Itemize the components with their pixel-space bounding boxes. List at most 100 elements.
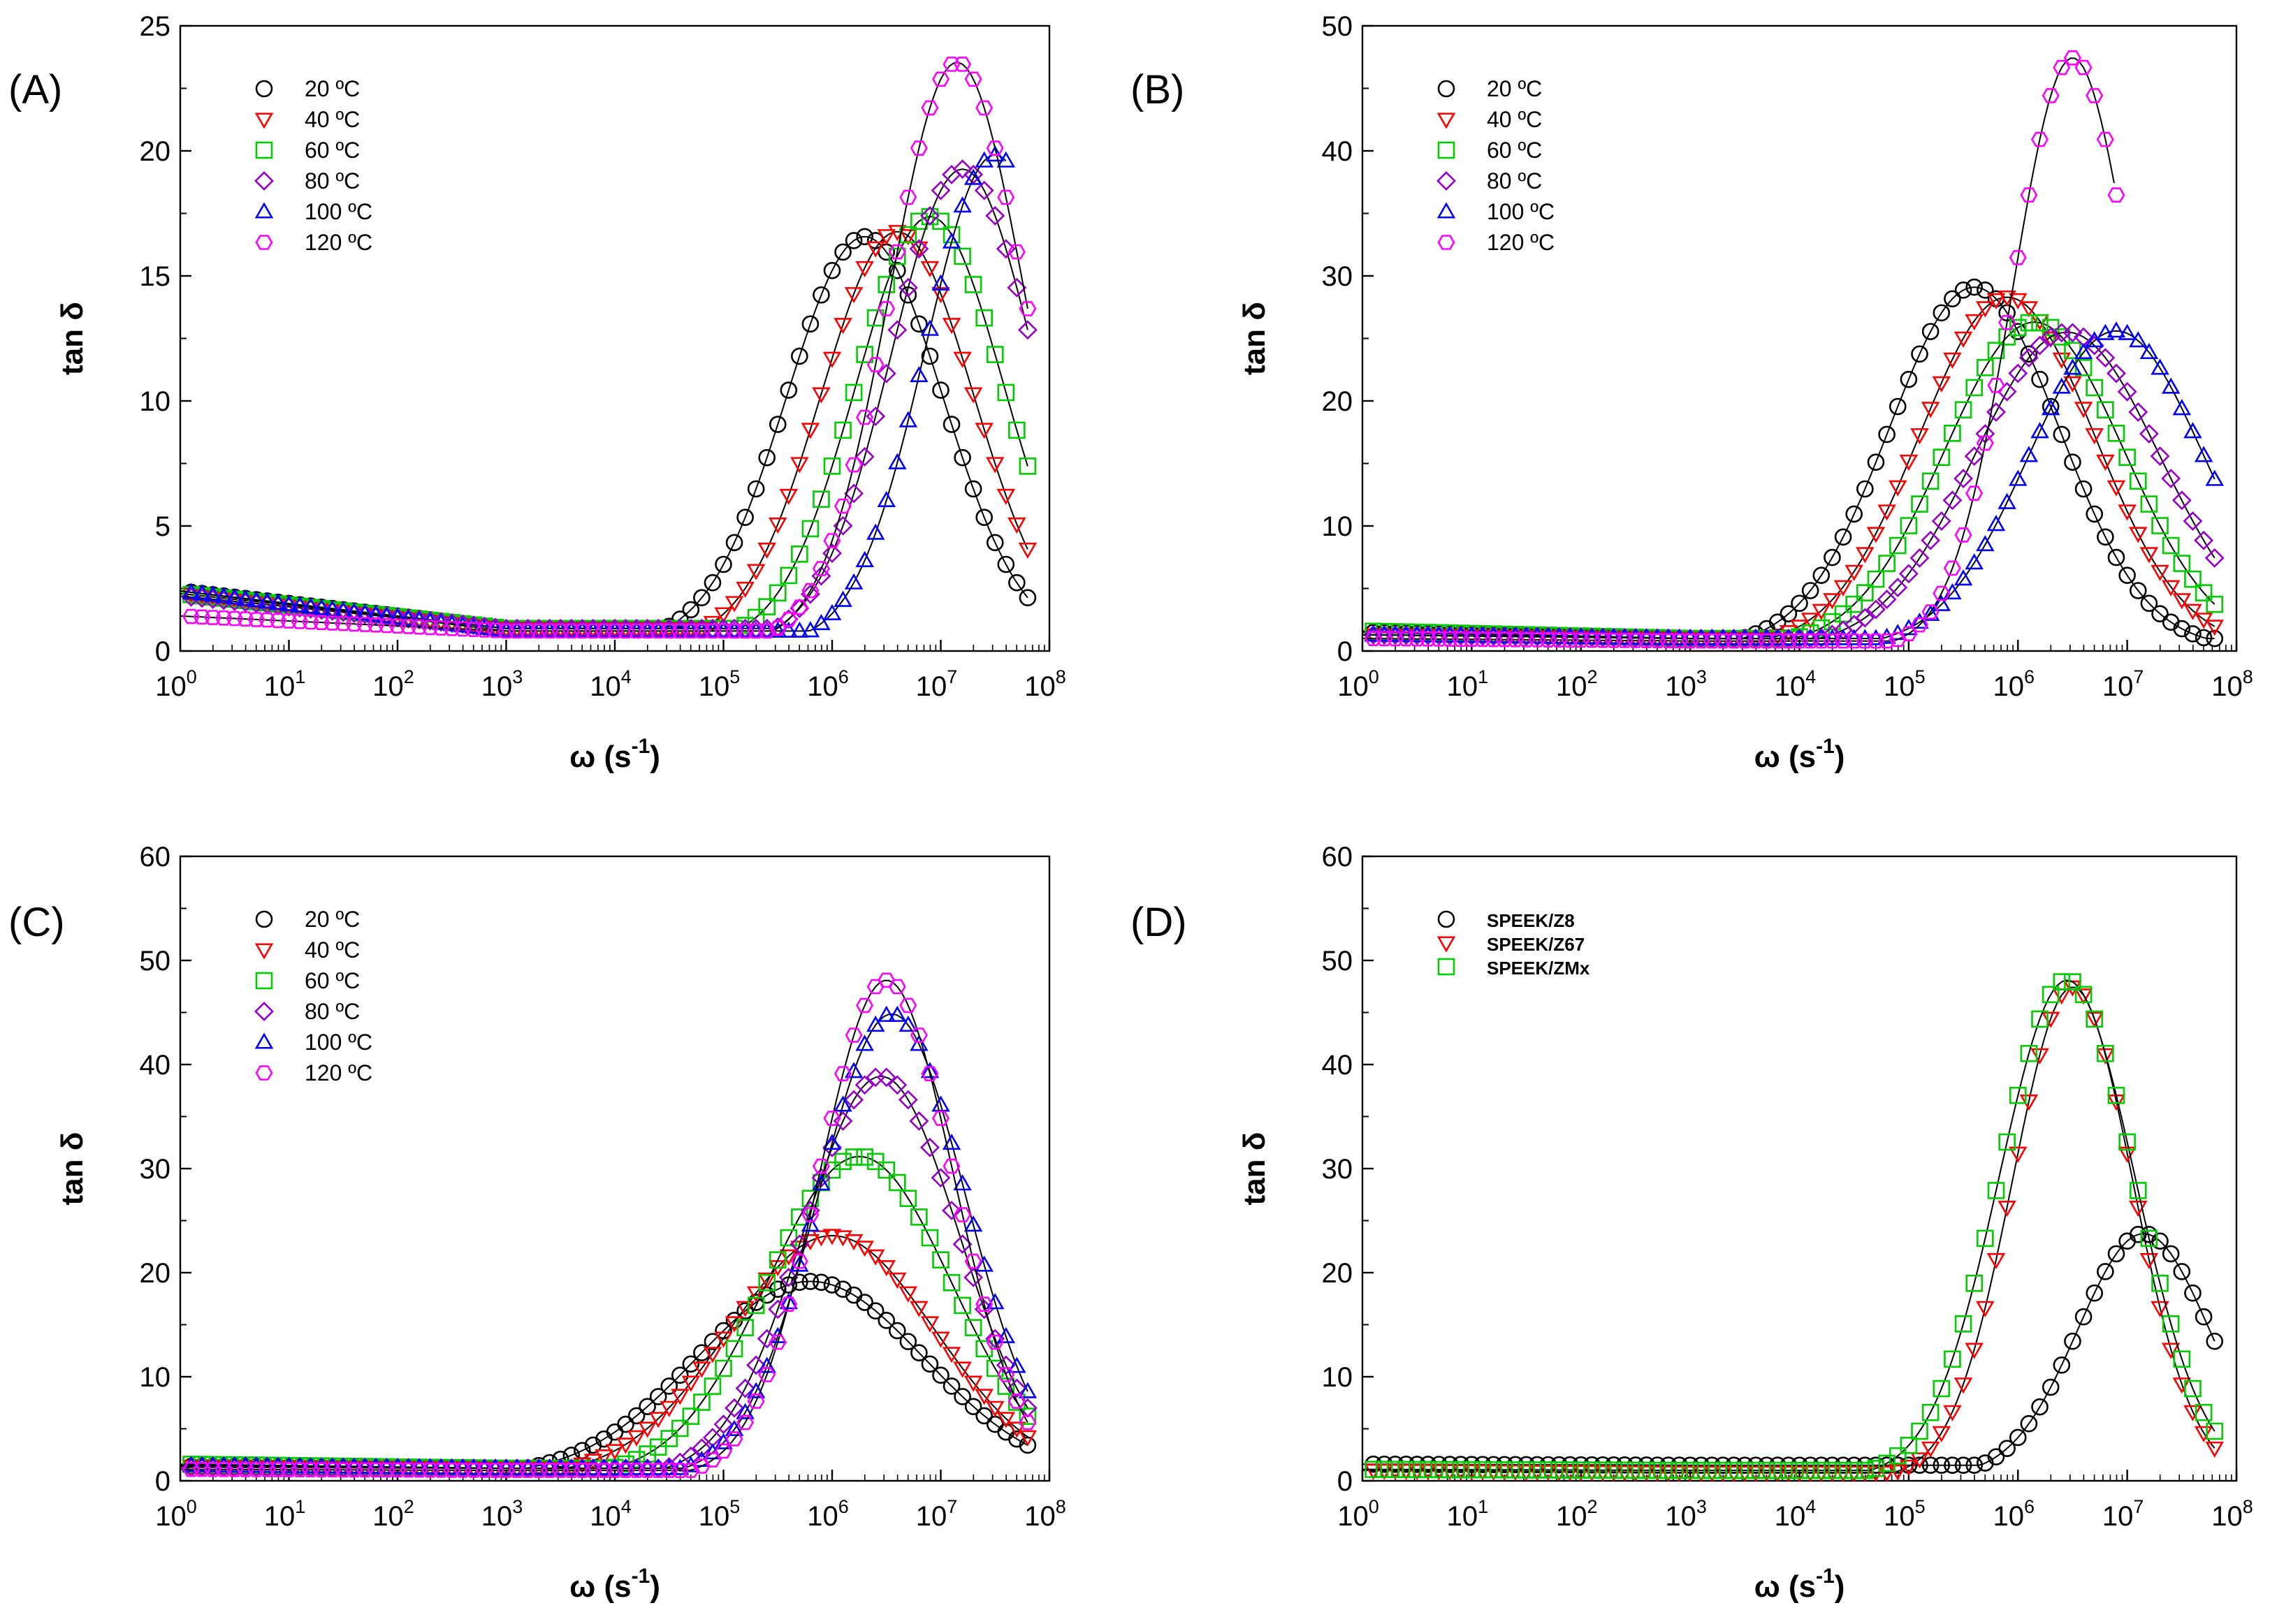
data-point [1921, 530, 1941, 550]
data-point [2030, 422, 2049, 439]
data-point [1866, 599, 1886, 620]
data-point [649, 1388, 667, 1405]
data-point [1007, 1421, 1026, 1438]
data-point [790, 1255, 809, 1272]
data-point [2195, 629, 2213, 647]
data-point [975, 100, 994, 116]
data-point [1977, 281, 1994, 299]
y-axis-title: tan δ [1237, 1132, 1272, 1206]
fit-line [180, 979, 1028, 1472]
data-point [758, 623, 776, 639]
data-point [2074, 402, 2093, 418]
data-point [2020, 314, 2038, 332]
x-axis-title: ω (s-1) [1754, 735, 1845, 774]
data-point [1965, 379, 1983, 397]
data-point [421, 1462, 439, 1478]
data-point [1725, 1461, 1742, 1479]
series [180, 57, 1037, 639]
data-point [2041, 327, 2061, 347]
data-point [214, 610, 233, 626]
data-point [986, 346, 1004, 363]
data-point [898, 1015, 918, 1032]
data-point [1856, 629, 1875, 645]
data-point [1822, 624, 1842, 645]
data-point [1583, 627, 1601, 645]
data-point [1944, 425, 1961, 442]
data-point [921, 347, 939, 365]
data-point [1397, 625, 1416, 642]
data-point [1965, 1274, 1983, 1292]
x-tick-label: 102 [1556, 666, 1598, 702]
data-point [790, 599, 808, 615]
data-point [1801, 1461, 1819, 1479]
y-tick-label: 30 [1322, 261, 1353, 292]
data-point [954, 1207, 972, 1222]
legend: 20 ºC 40 ºC 60 ºC 80 ºC 100 ºC 120 ºC [254, 907, 372, 1085]
data-point [1714, 1461, 1732, 1479]
data-point [595, 1463, 613, 1478]
data-point [1845, 633, 1863, 649]
series [1362, 321, 2224, 645]
data-point [1561, 1461, 1579, 1479]
data-point [1681, 1461, 1699, 1479]
data-point [1977, 1229, 1994, 1248]
data-point [1703, 633, 1721, 649]
legend-label: 100 ºC [1487, 199, 1555, 224]
x-tick-label: 106 [1993, 666, 2035, 702]
data-point [247, 612, 265, 627]
data-point [2031, 1398, 2049, 1416]
data-point [692, 1361, 711, 1378]
data-point [834, 1095, 852, 1112]
data-point [345, 616, 363, 632]
legend-marker [255, 235, 273, 250]
fit-line [1362, 57, 2115, 642]
data-point [671, 623, 689, 639]
data-point [1976, 1301, 1995, 1317]
data-point [1933, 1456, 1951, 1474]
data-point [1572, 1461, 1590, 1479]
data-point [736, 623, 755, 639]
data-point [932, 1251, 950, 1268]
data-point [996, 151, 1016, 168]
data-point [247, 1462, 265, 1477]
data-point [551, 1450, 569, 1468]
data-point [963, 1215, 983, 1232]
data-point [660, 1400, 678, 1417]
data-point [617, 623, 635, 639]
x-tick-label: 101 [264, 666, 306, 702]
data-point [399, 609, 418, 626]
legend: 20 ºC 40 ºC 60 ºC 80 ºC 100 ºC 120 ºC [254, 76, 372, 255]
data-point [996, 1412, 1016, 1428]
data-point [1018, 542, 1038, 559]
data-point [1976, 534, 1995, 552]
x-tick-label: 107 [916, 1496, 958, 1532]
data-point [1518, 1461, 1535, 1479]
legend-label: SPEEK/Z67 [1487, 934, 1585, 955]
panel-a: (A) 0 5 10 15 20 25 100 101 102 103 104 105 106 107 108… [8, 11, 1066, 774]
data-point [204, 588, 221, 606]
data-point [551, 1463, 569, 1478]
data-point [203, 585, 222, 602]
data-point [1953, 331, 1973, 348]
data-point [540, 1458, 559, 1475]
data-point [2052, 377, 2072, 394]
data-point [1615, 628, 1634, 645]
data-point [486, 1458, 505, 1475]
data-point [898, 411, 918, 427]
fit-line [180, 61, 1028, 632]
data-point [1019, 1414, 1037, 1431]
data-point [1474, 1461, 1492, 1479]
data-point [856, 228, 873, 246]
data-point [2030, 335, 2050, 356]
x-tick-label: 106 [1993, 1496, 2035, 1532]
legend-label: 120 ºC [305, 1060, 372, 1085]
data-point [801, 1207, 820, 1222]
data-point [2206, 629, 2224, 648]
data-point [813, 1273, 830, 1292]
data-point [1605, 632, 1623, 648]
data-point [356, 617, 374, 632]
data-point [975, 309, 993, 327]
data-point [1561, 632, 1579, 648]
data-point [682, 1407, 700, 1425]
data-point [648, 1412, 668, 1428]
